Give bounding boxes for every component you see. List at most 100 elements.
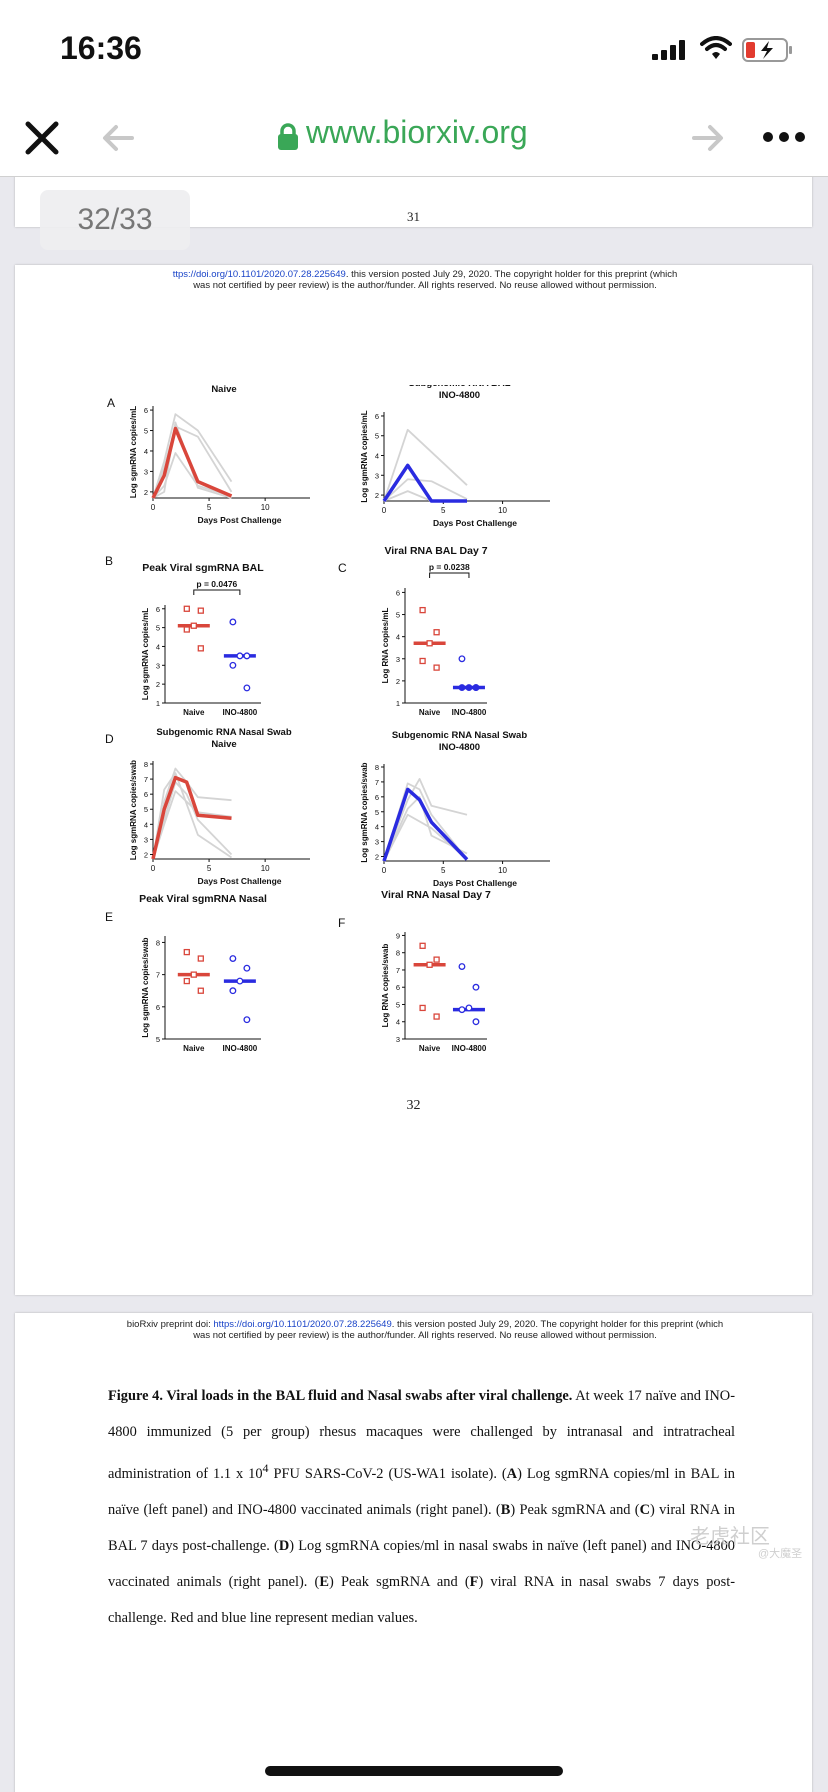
y-axis-label: Log sgmRNA copies/swab xyxy=(141,937,150,1037)
x-tick-label: 5 xyxy=(441,506,446,515)
wifi-icon xyxy=(700,36,732,59)
chart-title: Subgenomic RNA Nasal Swab xyxy=(392,730,528,741)
y-tick-label: 2 xyxy=(144,488,148,497)
y-tick-label: 5 xyxy=(396,611,400,620)
y-tick-label: 3 xyxy=(396,655,400,664)
data-point xyxy=(229,618,237,626)
y-tick-label: 5 xyxy=(156,624,160,633)
data-point xyxy=(472,1018,480,1026)
y-tick-label: 7 xyxy=(375,778,379,787)
forward-arrow-icon[interactable] xyxy=(690,122,726,154)
y-tick-label: 4 xyxy=(375,823,379,832)
y-tick-label: 3 xyxy=(375,838,379,847)
y-tick-label: 6 xyxy=(156,605,160,614)
y-tick-label: 4 xyxy=(144,820,148,829)
caption-text: ) Peak sgmRNA and ( xyxy=(328,1573,470,1590)
x-tick-label: 5 xyxy=(207,503,212,512)
page-indicator: 32/33 xyxy=(40,190,190,250)
data-point xyxy=(229,661,237,669)
data-point xyxy=(236,977,244,985)
x-tick-label: 0 xyxy=(151,864,156,873)
y-tick-label: 6 xyxy=(375,412,379,421)
pdf-page-32: ttps://doi.org/10.1101/2020.07.28.225649… xyxy=(15,265,812,1295)
data-point xyxy=(458,1006,466,1014)
lock-icon xyxy=(278,123,298,150)
individual-line xyxy=(152,781,233,860)
data-point xyxy=(433,1013,440,1020)
data-point xyxy=(197,607,204,614)
data-point xyxy=(229,987,237,995)
data-point xyxy=(243,1016,251,1024)
x-tick-label: 0 xyxy=(382,506,387,515)
pdf-viewer[interactable]: 31 ttps://doi.org/10.1101/2020.07.28.225… xyxy=(0,177,828,1792)
y-axis-label: Log sgmRNA copies/mL xyxy=(360,410,369,502)
y-tick-label: 2 xyxy=(156,680,160,689)
y-tick-label: 1 xyxy=(396,699,400,708)
more-options-icon[interactable] xyxy=(762,130,806,144)
header-text-2: was not certified by peer review) is the… xyxy=(193,1330,657,1341)
data-point xyxy=(465,684,473,691)
data-point xyxy=(190,971,197,978)
doi-link[interactable]: https://doi.org/10.1101/2020.07.28.22564… xyxy=(213,1319,392,1330)
y-tick-label: 3 xyxy=(396,1035,400,1044)
data-point xyxy=(419,657,426,665)
caption-text: PFU SARS-CoV-2 (US-WA1 isolate). ( xyxy=(268,1465,507,1482)
x-tick-label: 10 xyxy=(498,506,507,515)
y-tick-label: 6 xyxy=(156,1003,160,1012)
caption-title: Figure 4. Viral loads in the BAL fluid a… xyxy=(108,1388,573,1404)
y-tick-label: 3 xyxy=(144,467,148,476)
url-text[interactable]: www.biorxiv.org xyxy=(306,114,528,150)
header-text-2: was not certified by peer review) is the… xyxy=(193,280,657,291)
chart-title: Subgenomic RNA BAL xyxy=(408,385,510,389)
individual-line xyxy=(152,413,233,499)
y-tick-label: 6 xyxy=(396,983,400,992)
y-tick-label: 5 xyxy=(144,427,148,436)
y-axis-label: Log sgmRNA copies/mL xyxy=(129,406,138,498)
data-point xyxy=(458,684,466,691)
caption-superscript: 4 xyxy=(262,1461,269,1475)
status-bar: 16:36 xyxy=(0,0,828,100)
chart-title: Peak Viral sgmRNA BAL xyxy=(142,562,264,574)
panel-letter: A xyxy=(107,396,115,410)
data-point xyxy=(433,956,440,963)
y-tick-label: 7 xyxy=(396,966,400,975)
median-line xyxy=(382,787,469,862)
x-axis-label: Days Post Challenge xyxy=(197,876,281,886)
data-point xyxy=(183,605,190,612)
x-tick-label: 10 xyxy=(261,864,270,873)
individual-line xyxy=(383,813,468,862)
chart-title: Subgenomic RNA Nasal Swab xyxy=(156,727,292,738)
home-indicator[interactable] xyxy=(265,1766,563,1776)
y-tick-label: 3 xyxy=(375,471,379,480)
preprint-header: ttps://doi.org/10.1101/2020.07.28.225649… xyxy=(75,269,775,291)
y-tick-label: 4 xyxy=(375,452,379,461)
header-text: . this version posted July 29, 2020. The… xyxy=(391,1319,724,1330)
page-number: 31 xyxy=(407,209,420,224)
y-tick-label: 7 xyxy=(156,971,160,980)
cellular-signal-icon xyxy=(652,40,685,60)
y-tick-label: 2 xyxy=(375,853,379,862)
y-tick-label: 4 xyxy=(156,642,160,651)
caption-text: ) Log sgmRNA copies/ml in nasal swabs in… xyxy=(108,1537,735,1590)
y-tick-label: 7 xyxy=(144,775,148,784)
median-line xyxy=(151,775,232,860)
y-tick-label: 8 xyxy=(396,949,400,958)
data-point xyxy=(433,664,440,671)
y-axis-label: Log sgmRNA copies/mL xyxy=(141,608,150,700)
header-text: . this version posted July 29, 2020. The… xyxy=(345,269,678,280)
data-point xyxy=(426,640,433,647)
data-point xyxy=(197,987,204,994)
data-point xyxy=(183,948,190,956)
doi-link[interactable]: ttps://doi.org/10.1101/2020.07.28.225649 xyxy=(172,269,346,280)
caption-letter: C xyxy=(639,1501,651,1518)
panel-letter: D xyxy=(105,732,114,746)
y-tick-label: 8 xyxy=(156,938,160,947)
individual-line xyxy=(152,452,232,499)
data-point xyxy=(419,942,426,949)
back-arrow-icon[interactable] xyxy=(100,122,136,154)
y-tick-label: 2 xyxy=(375,491,379,500)
close-button[interactable] xyxy=(22,118,62,158)
header-prefix: bioRxiv preprint doi: xyxy=(126,1319,214,1330)
chart-title: Viral RNA BAL Day 7 xyxy=(384,545,487,557)
y-tick-label: 9 xyxy=(396,931,400,940)
